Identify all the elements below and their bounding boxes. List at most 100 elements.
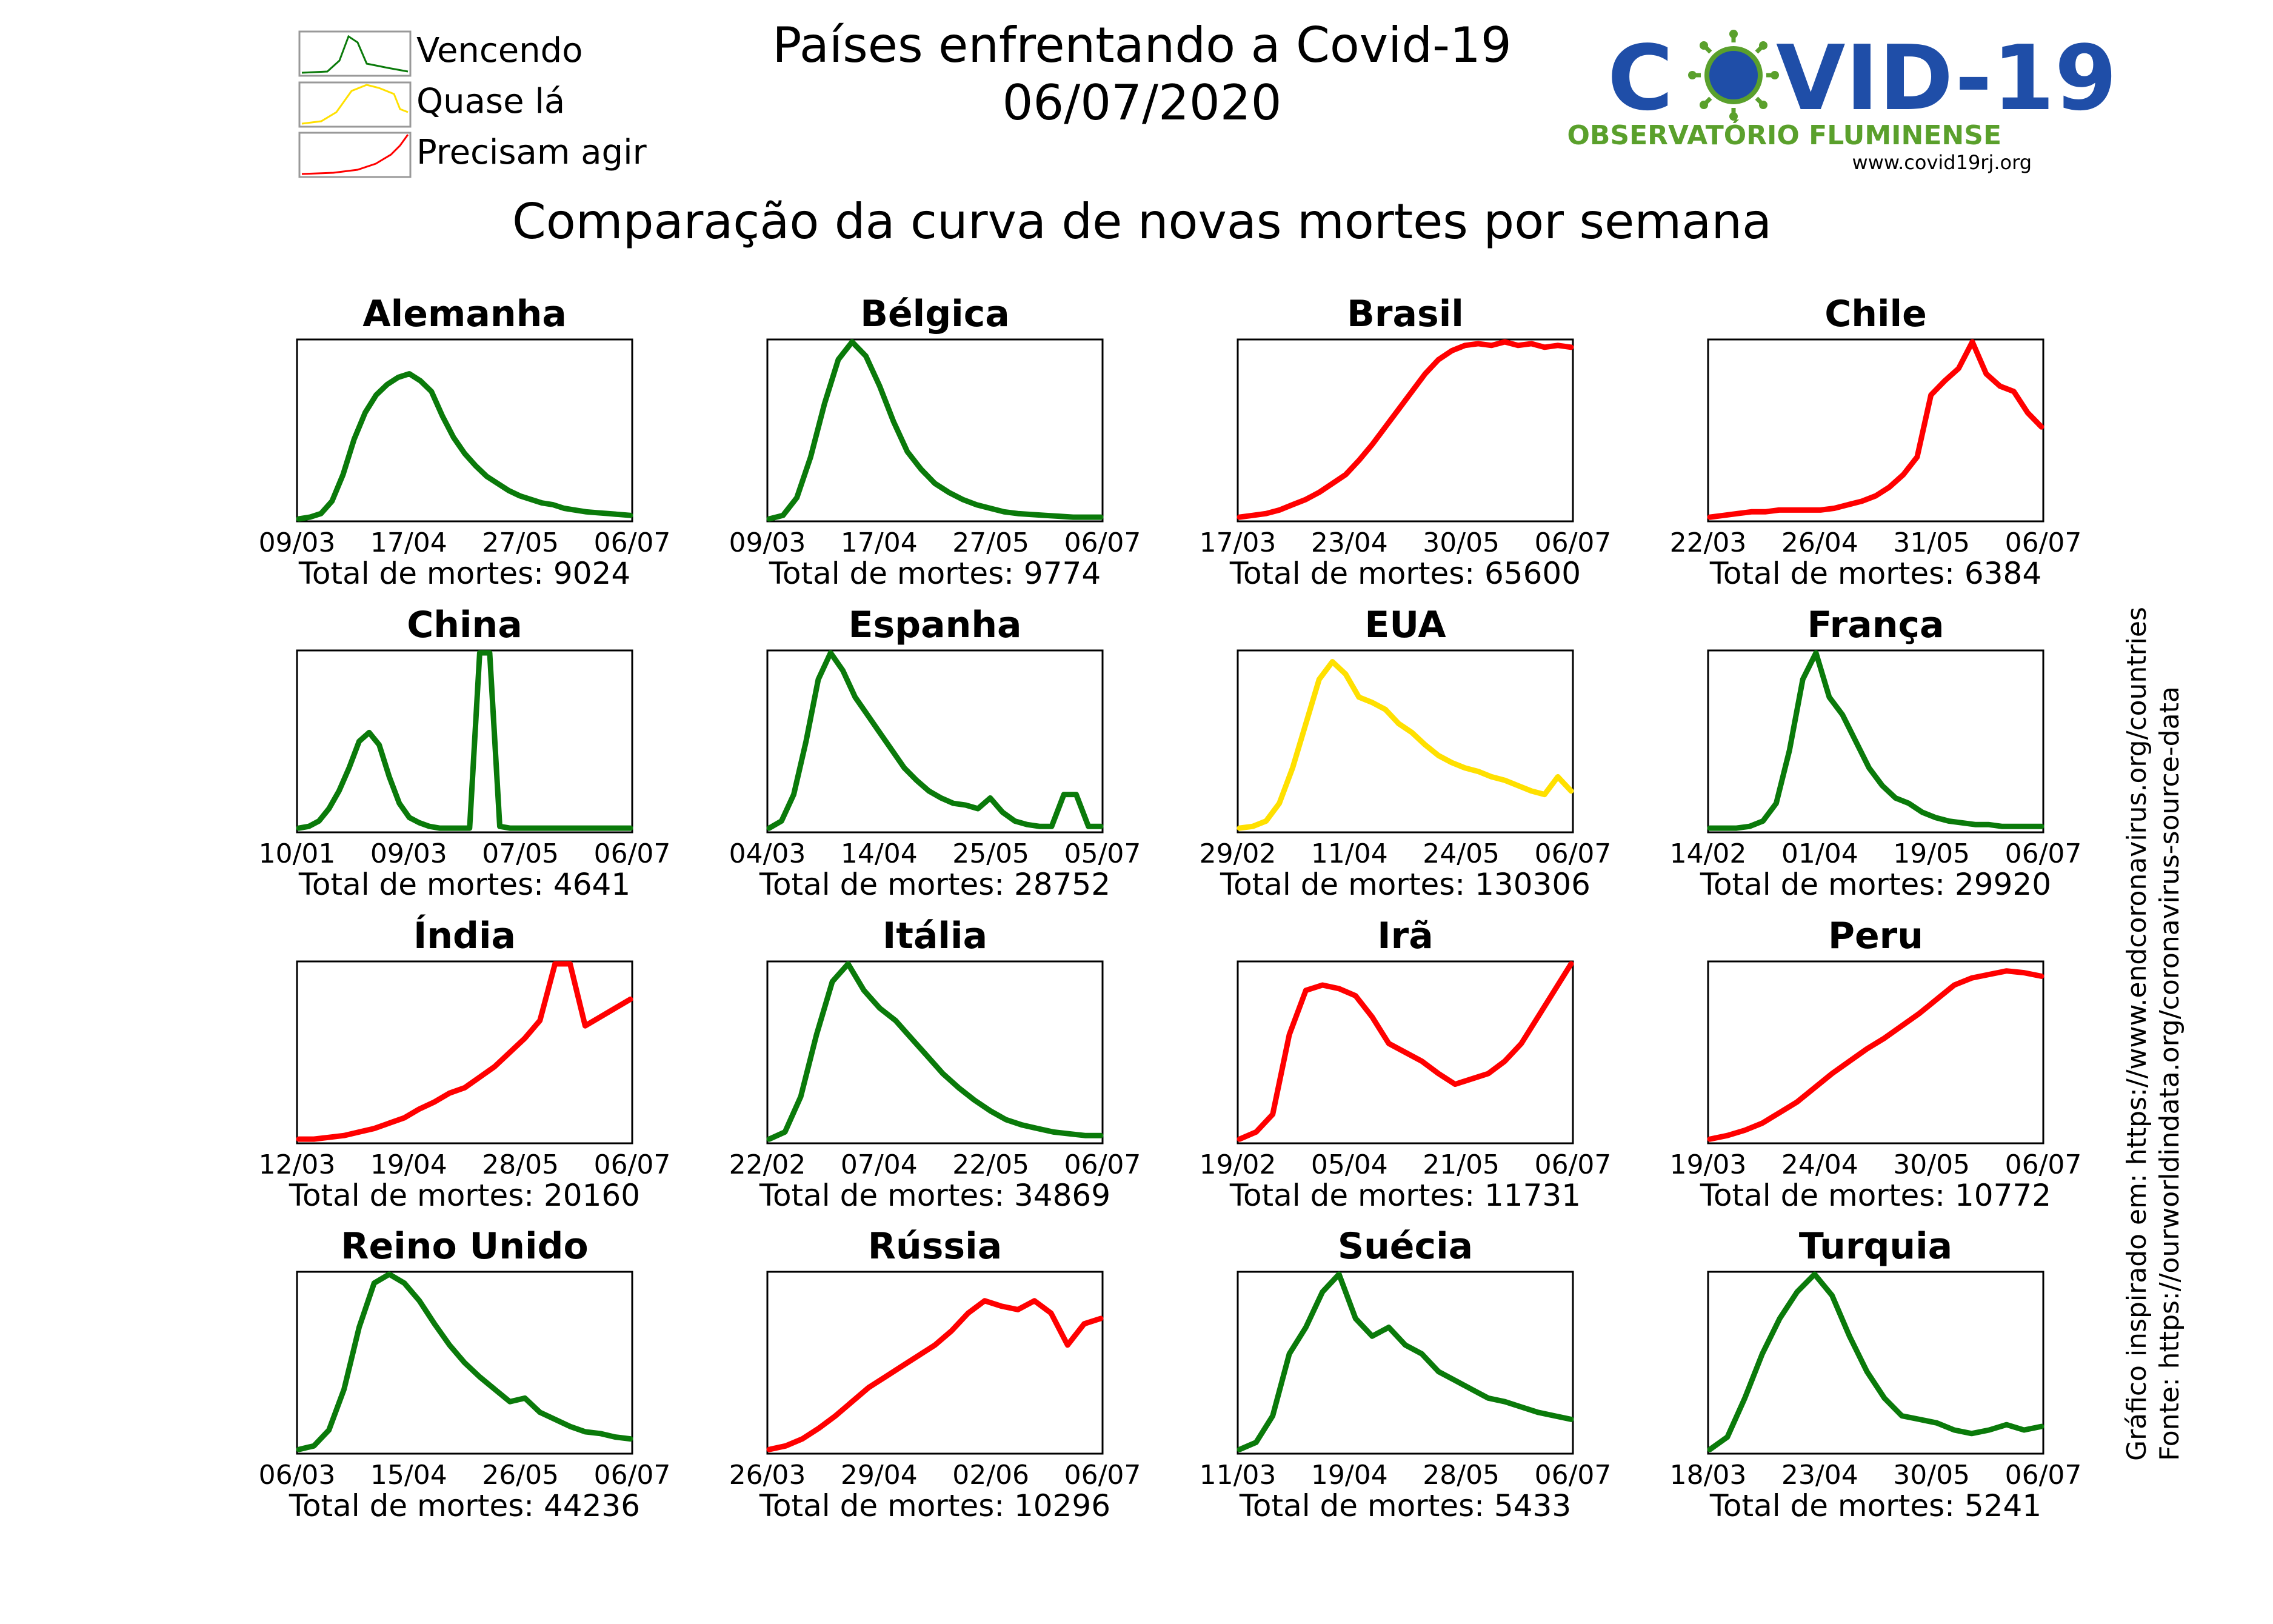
logo-url: www.covid19rj.org: [1852, 151, 2032, 174]
x-tick-label: 17/04: [841, 527, 918, 558]
x-tick-label: 22/05: [952, 1149, 1029, 1180]
panel-title: Índia: [413, 914, 516, 957]
legend-label-agir: Precisam agir: [416, 133, 647, 172]
x-tick-label: 06/07: [594, 527, 671, 558]
x-tick-label: 06/07: [594, 1460, 671, 1491]
x-tick-label: 07/05: [482, 838, 559, 869]
panel-title: Bélgica: [860, 293, 1010, 335]
page-date: 06/07/2020: [1002, 75, 1281, 131]
x-tick-label: 14/02: [1670, 838, 1747, 869]
x-tick-label: 06/07: [2005, 1460, 2082, 1491]
total-deaths-label: Total de mortes: 9024: [298, 556, 630, 591]
total-deaths-label: Total de mortes: 10296: [759, 1488, 1110, 1523]
legend-curve-vencendo: [301, 35, 409, 74]
panel-title: Irã: [1377, 915, 1433, 957]
series-line: [766, 961, 1104, 1142]
series-line: [1707, 1271, 2044, 1452]
x-tick-label: 26/04: [1781, 527, 1858, 558]
total-deaths-label: Total de mortes: 5241: [1709, 1488, 2041, 1523]
plot-area: [1707, 960, 2044, 1144]
x-tick-label: 19/03: [1670, 1149, 1747, 1180]
x-tick-label: 06/07: [1064, 527, 1141, 558]
x-tick-label: 30/05: [1423, 527, 1500, 558]
series-line: [766, 1298, 1104, 1452]
series-line: [1237, 961, 1574, 1142]
x-tick-label: 18/03: [1670, 1460, 1747, 1491]
x-tick-label: 29/04: [841, 1460, 918, 1491]
panel-title: Itália: [883, 915, 987, 957]
x-tick-label: 04/03: [729, 838, 806, 869]
panel-title: Chile: [1824, 293, 1927, 335]
page-title: Países enfrentando a Covid-19: [772, 17, 1512, 73]
panel-title: Brasil: [1347, 293, 1464, 335]
x-tick-label: 23/04: [1311, 527, 1388, 558]
series-line: [1237, 339, 1574, 520]
x-tick-label: 14/04: [841, 838, 918, 869]
series-line: [296, 371, 633, 522]
plot-area: [1237, 338, 1574, 523]
x-tick-label: 06/07: [594, 1149, 671, 1180]
x-tick-label: 05/04: [1311, 1149, 1388, 1180]
total-deaths-label: Total de mortes: 5433: [1239, 1488, 1571, 1523]
x-tick-label: 01/04: [1781, 838, 1858, 869]
x-tick-label: 06/07: [1535, 1149, 1612, 1180]
series-line: [1237, 1271, 1574, 1452]
x-tick-label: 21/05: [1423, 1149, 1500, 1180]
total-deaths-label: Total de mortes: 65600: [1229, 556, 1581, 591]
x-tick-label: 29/02: [1200, 838, 1277, 869]
side-note: Gráfico inspirado em: https://www.endcor…: [2121, 607, 2185, 1461]
x-tick-label: 10/01: [259, 838, 336, 869]
x-tick-label: 17/03: [1200, 527, 1277, 558]
x-tick-label: 06/07: [1535, 1460, 1612, 1491]
legend: Vencendo Quase lá Precisam agir: [298, 30, 647, 178]
series-line: [766, 339, 1104, 522]
total-deaths-label: Total de mortes: 11731: [1229, 1178, 1581, 1213]
total-deaths-label: Total de mortes: 44236: [289, 1488, 640, 1523]
x-tick-label: 06/07: [2005, 1149, 2082, 1180]
panel-title: Rússia: [868, 1225, 1002, 1268]
series-line: [1707, 650, 2044, 831]
panel-title: EUA: [1364, 604, 1446, 646]
legend-swatch-vencendo: [298, 30, 412, 77]
legend-label-vencendo: Vencendo: [416, 31, 582, 70]
legend-label-quase: Quase lá: [416, 82, 565, 121]
total-deaths-label: Total de mortes: 20160: [289, 1178, 640, 1213]
series-line: [1707, 968, 2044, 1142]
x-tick-label: 23/04: [1781, 1460, 1858, 1491]
x-tick-label: 02/06: [952, 1460, 1029, 1491]
x-tick-label: 09/03: [729, 527, 806, 558]
logo-covid-rest: VID-19: [1776, 26, 2117, 130]
series-line: [766, 650, 1104, 831]
x-tick-label: 24/04: [1781, 1149, 1858, 1180]
total-deaths-label: Total de mortes: 130306: [1220, 867, 1590, 902]
x-tick-label: 25/05: [952, 838, 1029, 869]
series-line: [1707, 339, 2044, 520]
x-tick-label: 15/04: [370, 1460, 447, 1491]
x-tick-label: 06/07: [1535, 838, 1612, 869]
x-tick-label: 06/07: [1064, 1149, 1141, 1180]
plot-area: [766, 960, 1104, 1144]
x-tick-label: 19/04: [370, 1149, 447, 1180]
total-deaths-label: Total de mortes: 34869: [759, 1178, 1110, 1213]
series-line: [1237, 659, 1574, 831]
plot-area: [1707, 649, 2044, 834]
x-tick-label: 26/03: [729, 1460, 806, 1491]
x-tick-label: 28/05: [1423, 1460, 1500, 1491]
x-tick-label: 22/03: [1670, 527, 1747, 558]
x-tick-label: 12/03: [259, 1149, 336, 1180]
total-deaths-label: Total de mortes: 10772: [1700, 1178, 2051, 1213]
x-tick-label: 17/04: [370, 527, 447, 558]
panel-title: Peru: [1828, 915, 1923, 957]
plot-area: [296, 649, 633, 834]
